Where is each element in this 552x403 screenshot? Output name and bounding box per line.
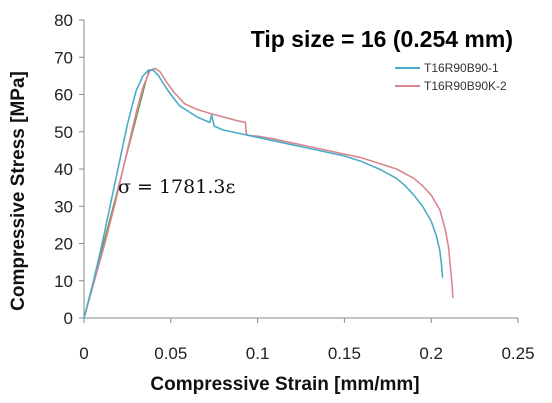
- legend-entry: T16R90B90-1: [424, 61, 499, 75]
- legend-entry: T16R90B90K-2: [424, 79, 507, 93]
- y-tick-label: 10: [54, 272, 73, 291]
- legend: T16R90B90-1 T16R90B90K-2: [395, 61, 507, 93]
- series-line-1: [83, 69, 444, 319]
- y-tick-label: 80: [54, 11, 73, 30]
- x-ticks: 0 0.05 0.1 0.15 0.2 0.25: [79, 318, 535, 363]
- y-tick-label: 60: [54, 86, 73, 105]
- x-tick-label: 0.1: [246, 344, 270, 363]
- y-tick-label: 50: [54, 123, 73, 142]
- fit-equation-label: σ = 1781.3ε: [118, 176, 235, 198]
- x-tick-label: 0.25: [501, 344, 534, 363]
- y-tick-label: 30: [54, 197, 73, 216]
- y-tick-label: 70: [54, 48, 73, 67]
- y-ticks: 0 10 20 30 40 50 60 70 80: [54, 11, 84, 328]
- y-tick-label: 0: [64, 309, 73, 328]
- x-tick-label: 0.2: [419, 344, 443, 363]
- y-axis-label: Compressive Stress [MPa]: [8, 71, 29, 311]
- x-tick-label: 0.05: [154, 344, 187, 363]
- chart-title: Tip size = 16 (0.254 mm): [251, 26, 513, 52]
- x-tick-label: 0: [79, 344, 88, 363]
- y-tick-label: 20: [54, 235, 73, 254]
- x-tick-label: 0.15: [328, 344, 361, 363]
- x-axis-label: Compressive Strain [mm/mm]: [150, 374, 419, 395]
- series-lines: [83, 67, 454, 319]
- y-tick-label: 40: [54, 160, 73, 179]
